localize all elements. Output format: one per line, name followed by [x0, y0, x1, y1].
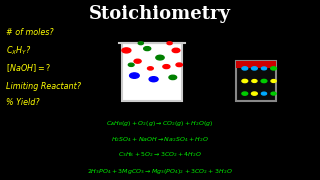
Circle shape [261, 67, 267, 70]
Circle shape [144, 47, 151, 51]
Circle shape [252, 92, 257, 95]
Circle shape [172, 48, 180, 53]
Circle shape [242, 67, 248, 70]
Circle shape [271, 80, 276, 82]
Circle shape [130, 73, 139, 78]
Circle shape [252, 67, 257, 70]
Text: Stoichiometry: Stoichiometry [89, 5, 231, 23]
Circle shape [261, 92, 267, 95]
Circle shape [122, 48, 131, 53]
Bar [236, 61, 276, 68]
Circle shape [163, 65, 170, 69]
Circle shape [156, 55, 164, 60]
Circle shape [242, 79, 248, 83]
Circle shape [138, 42, 143, 45]
Circle shape [252, 80, 257, 82]
Circle shape [271, 92, 276, 95]
Text: $[NaOH]=?$: $[NaOH]=?$ [6, 62, 51, 74]
Text: $C_3H_8 + 5O_2 \rightarrow 3CO_2 + 4H_2O$: $C_3H_8 + 5O_2 \rightarrow 3CO_2 + 4H_2O… [118, 150, 202, 159]
Bar [236, 61, 276, 101]
Circle shape [176, 63, 182, 67]
Bar [122, 43, 181, 101]
Circle shape [148, 67, 153, 70]
Circle shape [271, 67, 276, 70]
Circle shape [242, 92, 248, 95]
Circle shape [167, 42, 172, 45]
Text: $C_AH_B(g) + O_2(g) \rightarrow CO_2(g) + H_2O(g)$: $C_AH_B(g) + O_2(g) \rightarrow CO_2(g) … [106, 119, 214, 128]
Circle shape [128, 63, 134, 66]
Text: $C_XH_Y$?: $C_XH_Y$? [6, 44, 32, 57]
Circle shape [261, 79, 267, 83]
Circle shape [134, 59, 141, 63]
Text: Limiting Reactant?: Limiting Reactant? [6, 82, 81, 91]
Text: % Yield?: % Yield? [6, 98, 40, 107]
Text: $2H_3PO_4 + 3MgCO_3 \rightarrow Mg_3(PO_4)_2 + 3CO_2 + 3H_2O$: $2H_3PO_4 + 3MgCO_3 \rightarrow Mg_3(PO_… [87, 167, 233, 176]
Text: # of moles?: # of moles? [6, 28, 54, 37]
Circle shape [149, 77, 158, 82]
Circle shape [169, 75, 177, 80]
Text: $H_2SO_4 + NaOH \rightarrow Na_2SO_4 + H_2O$: $H_2SO_4 + NaOH \rightarrow Na_2SO_4 + H… [111, 135, 209, 144]
